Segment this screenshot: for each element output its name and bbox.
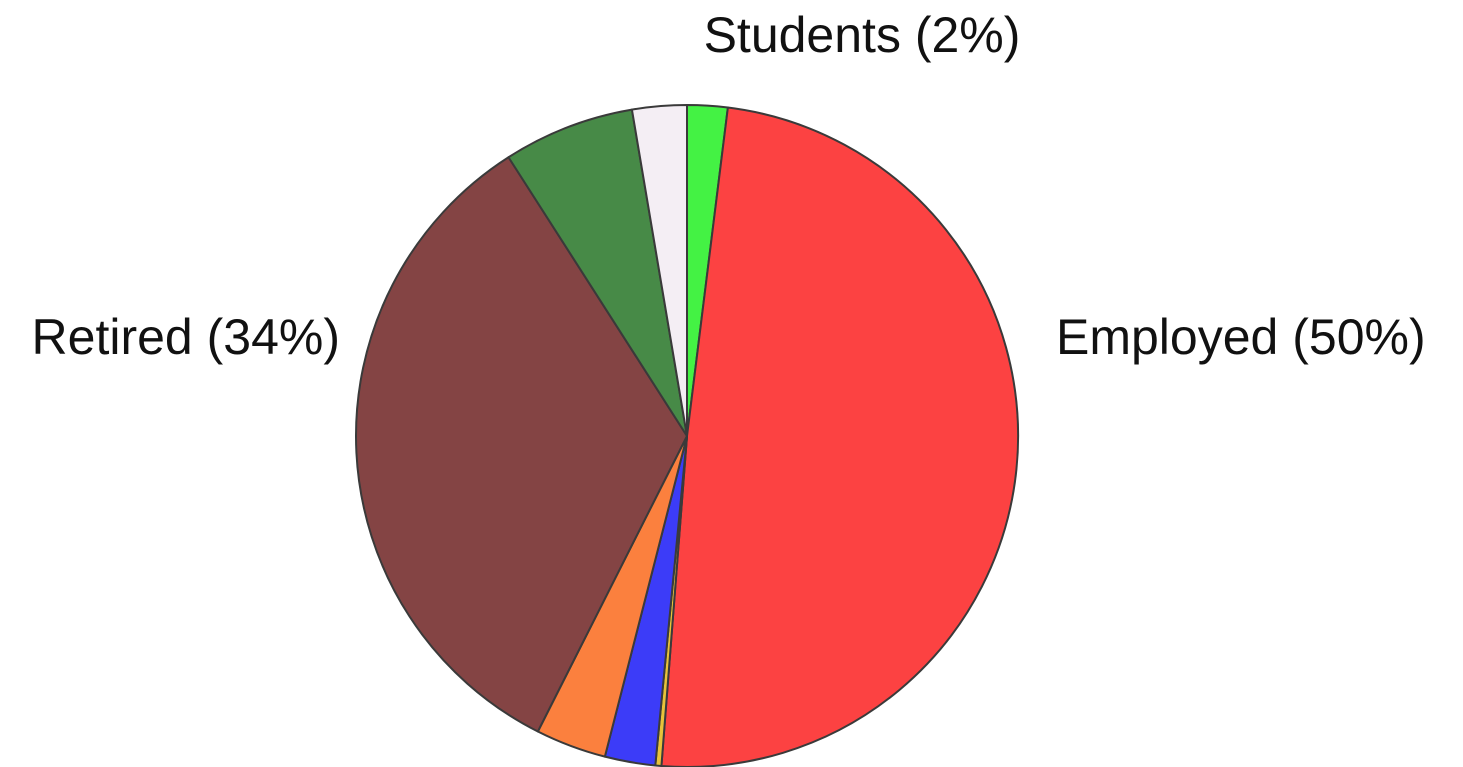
pie-slice-6 (507, 108, 688, 437)
slice-label-retired: Retired (34%) (32, 309, 340, 365)
pie-slices (355, 103, 1020, 767)
slice-label-students: Students (2%) (704, 7, 1021, 63)
pie-slice-7 (630, 104, 688, 437)
pie-slice-1 (660, 106, 1020, 767)
pie-slice-5 (355, 156, 688, 733)
slice-label-employed: Employed (50%) (1056, 309, 1426, 365)
pie-labels: Students (2%) Employed (50%) Retired (34… (32, 7, 1426, 365)
